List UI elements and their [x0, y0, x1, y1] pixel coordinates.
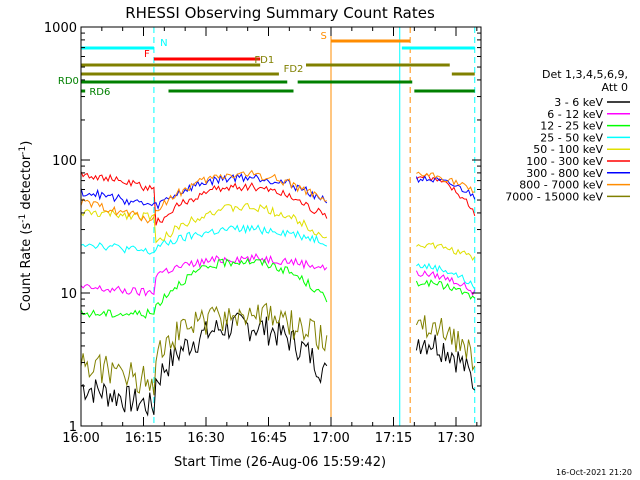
legend-entry-label: 7000 - 15000 keV [505, 190, 603, 203]
y-axis-label-main: Count Rate (s [19, 223, 34, 312]
series-line [80, 257, 328, 319]
series-line [415, 270, 476, 297]
y-tick-label: 100 [52, 154, 77, 169]
series-line [80, 302, 328, 396]
series-line [416, 242, 476, 262]
legend-entry-label: 3 - 6 keV [554, 96, 603, 109]
series-line [415, 174, 476, 200]
y-axis-label-exp1: -1 [18, 214, 28, 223]
flag-label: RD6 [89, 87, 110, 98]
series-line [416, 262, 476, 290]
legend-header-line-1: Det 1,3,4,5,6,9, [542, 68, 628, 81]
series-line [415, 279, 476, 300]
y-axis-label-exp2: -1 [18, 146, 28, 155]
flag-label: FD1 [254, 55, 274, 66]
legend-entry-label: 6 - 12 keV [547, 108, 603, 121]
timestamp: 16-Oct-2021 21:20 [556, 468, 632, 477]
series-line [80, 171, 328, 226]
legend-entry-label: 12 - 25 keV [540, 120, 603, 133]
y-tick-label: 1 [69, 420, 77, 435]
flag-label: N [160, 38, 167, 49]
series-line [80, 224, 328, 255]
legend-entry-label: 50 - 100 keV [533, 143, 603, 156]
x-tick-label: 16:00 [62, 431, 99, 446]
legend-entry-label: 25 - 50 keV [540, 131, 603, 144]
x-axis-label: Start Time (26-Aug-06 15:59:42) [174, 455, 386, 470]
x-tick-label: 17:15 [375, 431, 412, 446]
series-line [416, 171, 475, 194]
y-axis-label-mid: detector [19, 154, 34, 214]
series-line [80, 169, 327, 224]
series-line [80, 252, 328, 297]
series-line [80, 203, 327, 244]
x-tick-label: 17:00 [312, 431, 349, 446]
x-tick-label: 17:30 [437, 431, 474, 446]
y-tick-label: 1000 [44, 21, 77, 36]
x-tick-label: 16:15 [125, 431, 162, 446]
flag-label: S [320, 31, 326, 42]
y-tick-label: 10 [60, 287, 77, 302]
legend-entry-label: 800 - 7000 keV [519, 179, 603, 192]
series-line [80, 312, 328, 417]
x-tick-label: 16:45 [250, 431, 287, 446]
flag-label: FD2 [284, 64, 304, 75]
y-axis-label: Count Rate (s-1 detector-1) [18, 141, 34, 312]
chart-title: RHESSI Observing Summary Count Rates [125, 4, 435, 22]
legend-entry-label: 300 - 800 keV [526, 167, 603, 180]
series-line [415, 315, 476, 372]
series-line [80, 173, 328, 211]
y-axis-label-end: ) [19, 141, 34, 146]
x-tick-label: 16:30 [187, 431, 224, 446]
series-line [415, 334, 476, 391]
plot-frame [80, 26, 482, 427]
legend-entry-label: 100 - 300 keV [526, 155, 603, 168]
flag-label: RD0 [58, 76, 79, 87]
flag-label: F [144, 49, 150, 60]
legend-header-line-2: Att 0 [602, 81, 628, 94]
